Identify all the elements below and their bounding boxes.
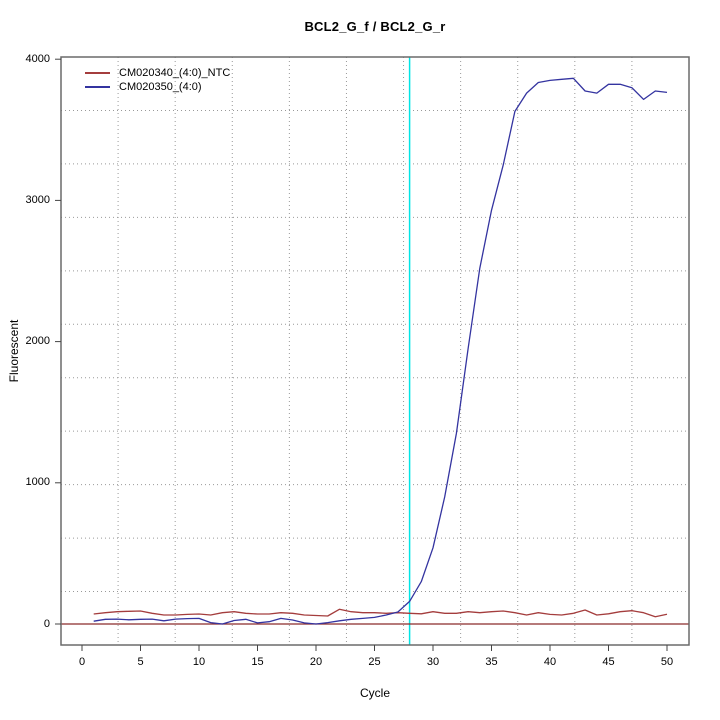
legend-item-sample: CM020350_(4:0) <box>85 80 230 94</box>
y-tick-label: 2000 <box>25 335 50 348</box>
x-tick-label: 0 <box>78 656 86 668</box>
x-tick-label: 25 <box>368 656 381 668</box>
series-line-ntc <box>93 608 668 618</box>
x-tick-label: 45 <box>602 656 615 668</box>
chart-title: BCL2_G_f / BCL2_G_r <box>304 19 446 34</box>
y-tick-label: 3000 <box>25 193 50 206</box>
x-tick-label: 15 <box>251 656 264 668</box>
x-tick-label: 50 <box>660 656 674 668</box>
legend: CM020340_(4:0)_NTC CM020350_(4:0) <box>85 66 230 94</box>
y-tick-label: 1000 <box>25 476 50 489</box>
plot-frame <box>60 56 690 646</box>
x-tick-label: 5 <box>137 656 144 668</box>
x-tick-label: 10 <box>192 656 206 668</box>
legend-line-sample <box>85 86 110 88</box>
y-tick-label: 4000 <box>25 52 50 65</box>
x-tick-label: 35 <box>485 656 498 668</box>
x-tick-label: 30 <box>426 656 440 668</box>
legend-line-ntc <box>85 72 110 74</box>
x-tick-label: 40 <box>543 656 557 668</box>
x-axis-label: Cycle <box>359 686 390 700</box>
x-tick-label: 20 <box>309 656 323 668</box>
legend-label-sample: CM020350_(4:0) <box>119 81 202 93</box>
legend-item-ntc: CM020340_(4:0)_NTC <box>85 66 230 80</box>
legend-label-ntc: CM020340_(4:0)_NTC <box>119 67 231 79</box>
y-tick-label: 0 <box>43 617 50 630</box>
series-line-sample <box>93 77 668 625</box>
